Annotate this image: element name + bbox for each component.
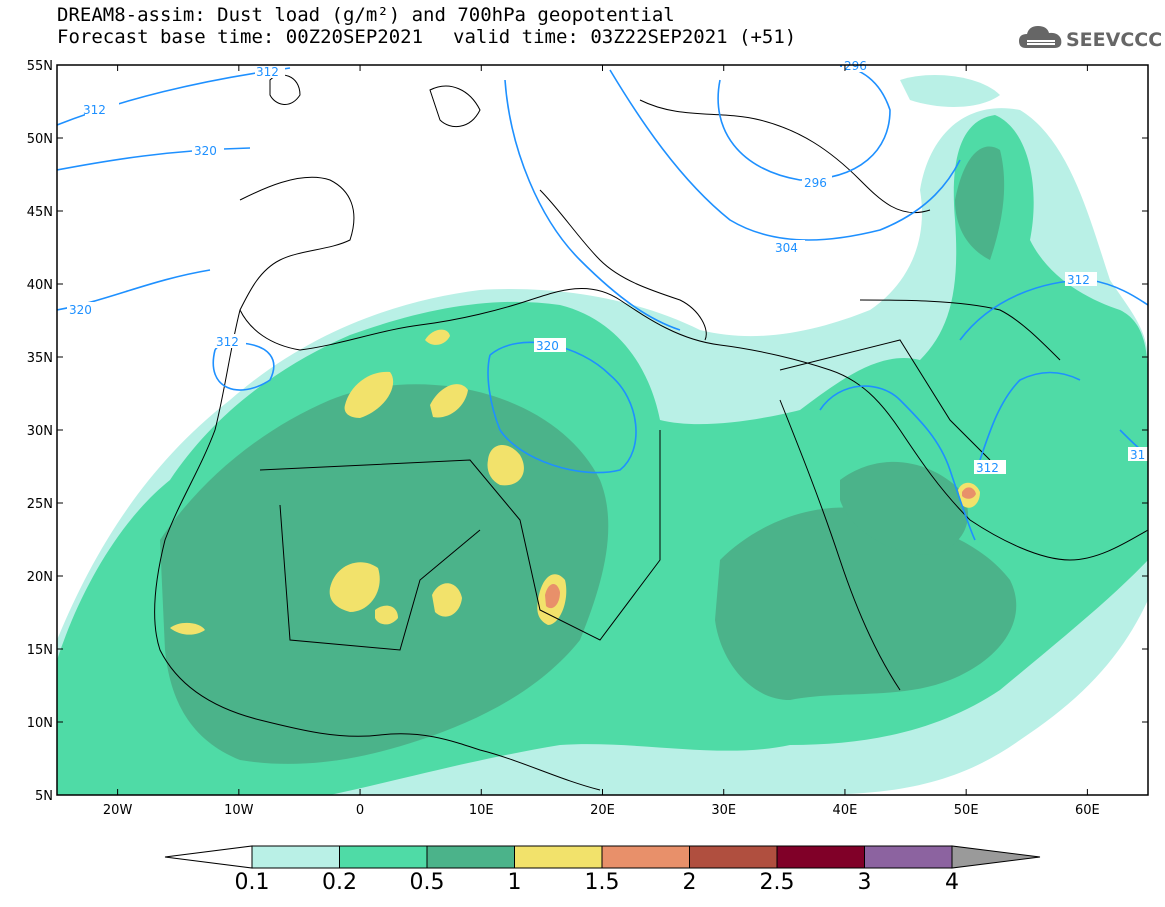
lat-label: 40N [27, 278, 53, 293]
coastlines [154, 74, 1148, 791]
svg-text:312: 312 [83, 103, 106, 117]
cloud-icon [1019, 26, 1062, 48]
lon-label: 20W [103, 803, 133, 818]
colorbar-swatch [251, 845, 340, 869]
lon-label: 20E [590, 803, 615, 818]
base-time: Forecast base time: 00Z20SEP2021 [57, 26, 424, 48]
colorbar-swatch [426, 845, 515, 869]
lat-label: 20N [27, 570, 53, 585]
lat-label: 35N [27, 351, 53, 366]
svg-text:312: 312 [976, 461, 999, 475]
colorbar-swatch [339, 845, 428, 869]
lon-label: 40E [833, 803, 858, 818]
colorbar-swatch [601, 845, 690, 869]
map-title: DREAM8-assim: Dust load (g/m²) and 700hP… [57, 4, 675, 26]
colorbar-low-triangle [164, 845, 253, 869]
contour-labels: 312 312 320 320 312 320 304 296 296 312 … [67, 59, 1148, 475]
longitude-axis: 20W 10W 0 10E 20E 30E 40E 50E 60E [103, 65, 1100, 818]
lat-label: 25N [27, 497, 53, 512]
colorbar-label: 4 [945, 870, 959, 895]
colorbar-label: 1 [507, 870, 522, 895]
colorbar-swatch [689, 845, 778, 869]
colorbar-swatch [776, 845, 865, 869]
colorbar-swatch [514, 845, 603, 869]
lon-label: 10E [469, 803, 494, 818]
map-subtitle: Forecast base time: 00Z20SEP2021 valid ti… [57, 26, 796, 48]
lat-label: 50N [27, 132, 53, 147]
latitude-axis: 55N 50N 45N 40N 35N 30N 25N 20N 15N 10N 5N [27, 59, 1148, 804]
colorbar-label: 2.5 [759, 870, 795, 895]
colorbar [164, 845, 1041, 869]
valid-time: valid time: 03Z22SEP2021 (+51) [453, 26, 797, 48]
svg-text:304: 304 [775, 241, 798, 255]
dust-field [57, 75, 1148, 795]
svg-text:312: 312 [1067, 273, 1090, 287]
svg-text:320: 320 [69, 303, 92, 317]
svg-text:312: 312 [256, 65, 279, 79]
lat-label: 15N [27, 643, 53, 658]
lon-label: 10W [224, 803, 254, 818]
lat-label: 5N [35, 789, 53, 804]
lon-label: 50E [954, 803, 979, 818]
svg-text:31: 31 [1130, 448, 1145, 462]
seevccc-logo: SEEVCCC [1018, 22, 1162, 58]
logo-text: SEEVCCC [1066, 29, 1163, 51]
colorbar-label: 0.5 [409, 870, 445, 895]
svg-text:296: 296 [804, 176, 827, 190]
svg-text:296: 296 [844, 59, 867, 73]
svg-text:320: 320 [536, 339, 559, 353]
colorbar-label: 3 [857, 870, 872, 895]
colorbar-label: 0.1 [234, 870, 270, 895]
lon-label: 60E [1075, 803, 1100, 818]
lat-label: 45N [27, 205, 53, 220]
lon-label: 30E [711, 803, 736, 818]
lat-label: 30N [27, 424, 53, 439]
lat-label: 10N [27, 716, 53, 731]
lon-label: 0 [356, 803, 364, 818]
colorbar-label: 1.5 [584, 870, 620, 895]
colorbar-swatch [864, 845, 953, 869]
colorbar-high-triangle [951, 845, 1041, 869]
svg-text:320: 320 [194, 144, 217, 158]
colorbar-label: 0.2 [322, 870, 357, 895]
lat-label: 55N [27, 59, 53, 74]
colorbar-label: 2 [682, 870, 697, 895]
svg-text:312: 312 [216, 335, 239, 349]
